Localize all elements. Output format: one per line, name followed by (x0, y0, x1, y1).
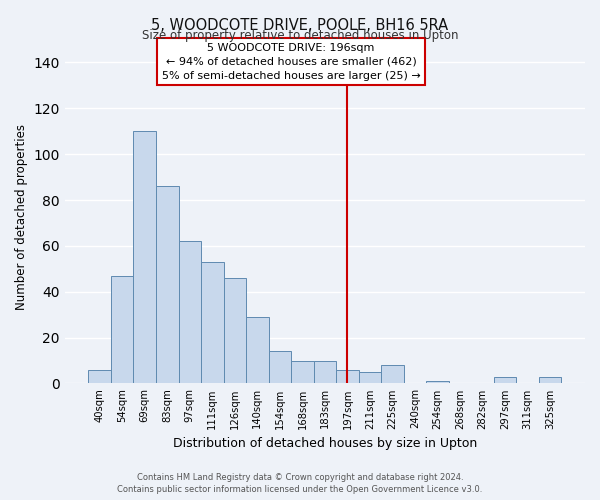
Text: 5 WOODCOTE DRIVE: 196sqm
← 94% of detached houses are smaller (462)
5% of semi-d: 5 WOODCOTE DRIVE: 196sqm ← 94% of detach… (162, 43, 421, 81)
Bar (494, 376, 517, 384)
Bar (539, 376, 562, 384)
Bar (224, 278, 246, 384)
Bar (314, 360, 336, 384)
Bar (246, 317, 269, 384)
Bar (201, 262, 224, 384)
Bar (156, 186, 179, 384)
Bar (381, 365, 404, 384)
Bar (426, 381, 449, 384)
Bar (111, 276, 133, 384)
Bar (179, 242, 201, 384)
X-axis label: Distribution of detached houses by size in Upton: Distribution of detached houses by size … (173, 437, 477, 450)
Bar (336, 370, 359, 384)
Text: 5, WOODCOTE DRIVE, POOLE, BH16 5RA: 5, WOODCOTE DRIVE, POOLE, BH16 5RA (151, 18, 449, 32)
Bar (269, 352, 291, 384)
Y-axis label: Number of detached properties: Number of detached properties (15, 124, 28, 310)
Bar (133, 131, 156, 384)
Text: Contains HM Land Registry data © Crown copyright and database right 2024.
Contai: Contains HM Land Registry data © Crown c… (118, 473, 482, 494)
Text: Size of property relative to detached houses in Upton: Size of property relative to detached ho… (142, 29, 458, 42)
Bar (359, 372, 381, 384)
Bar (291, 360, 314, 384)
Bar (88, 370, 111, 384)
